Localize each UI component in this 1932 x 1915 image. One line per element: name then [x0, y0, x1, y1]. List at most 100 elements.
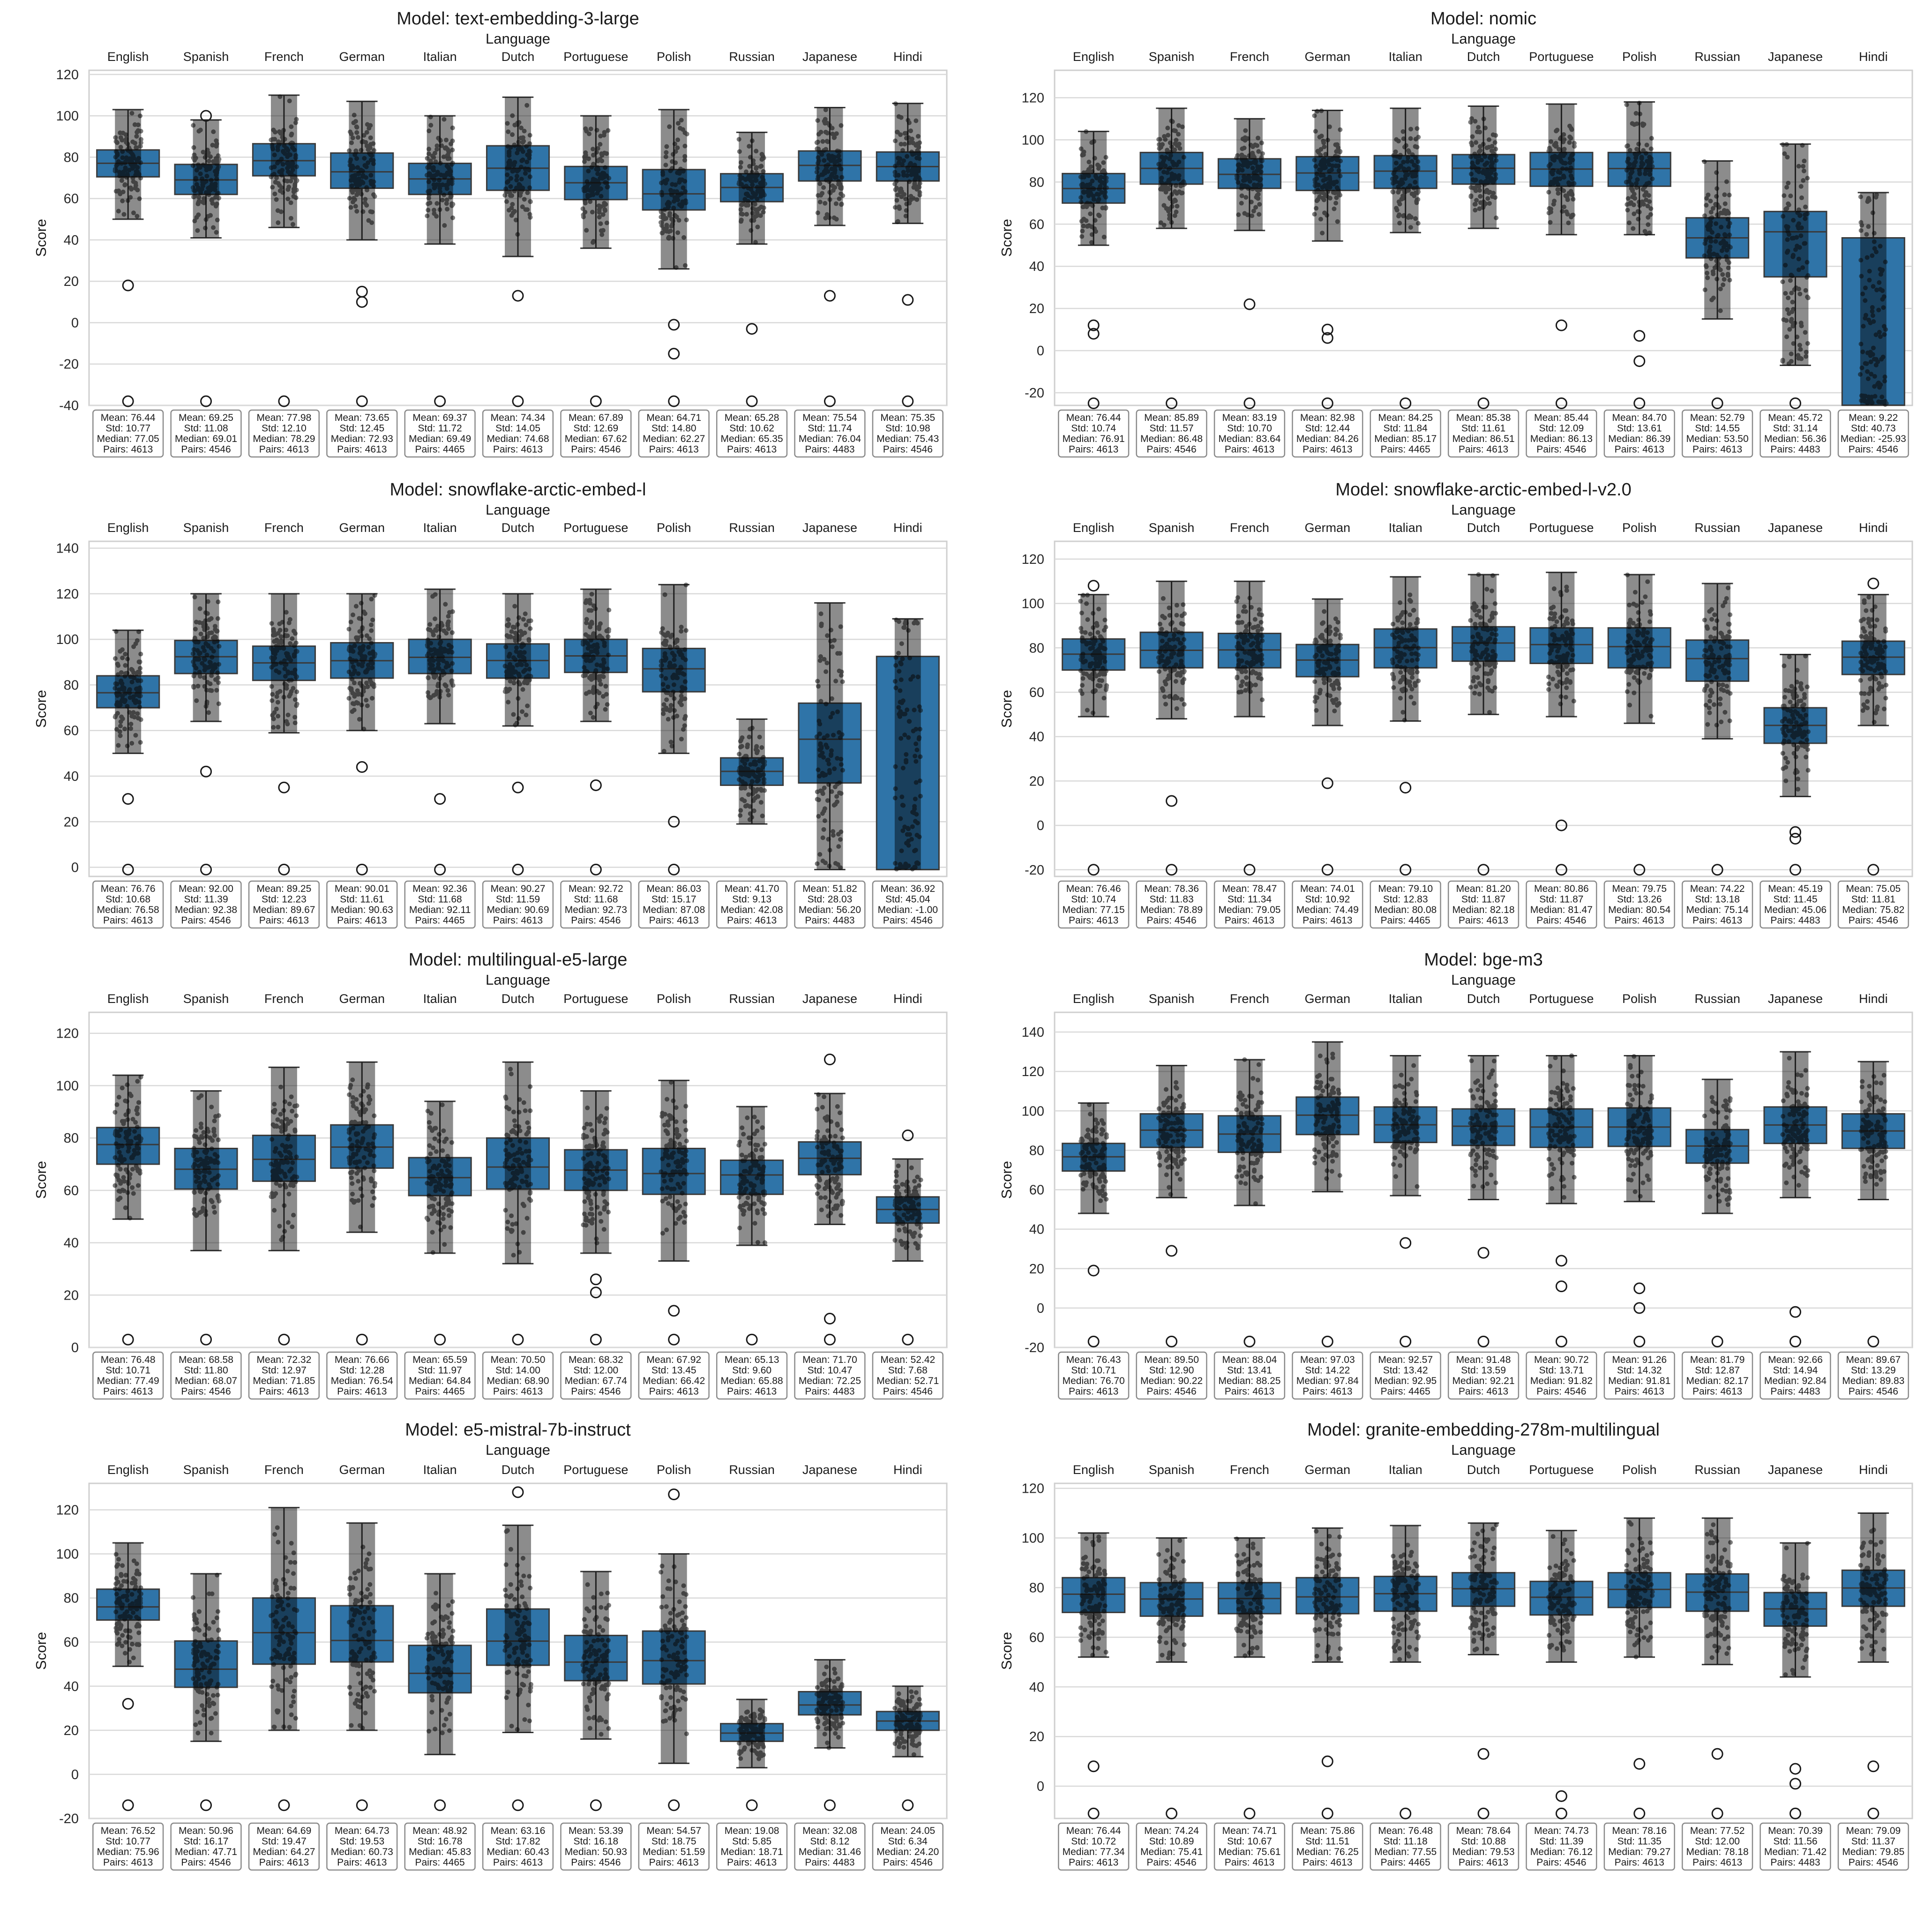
stats-pairs: Pairs: 4613 [103, 915, 153, 926]
stats-pairs-value: 4613 [1328, 444, 1353, 455]
jitter-density [1470, 106, 1497, 229]
y-tick-label: 20 [1029, 301, 1044, 316]
stats-pairs: Pairs: 4546 [1536, 444, 1586, 455]
stats-std: Std: 14.80 [651, 423, 696, 434]
stats-median-label: Median: [876, 434, 912, 444]
stats-mean-label: Mean: [1066, 883, 1093, 894]
jitter-point [195, 162, 201, 167]
stats-mean-value: 83.19 [1250, 412, 1277, 423]
jitter-point [285, 196, 291, 202]
stats-mean-label: Mean: [569, 412, 596, 423]
stats-mean-label: Mean: [101, 883, 128, 894]
stats-pairs-label: Pairs: [571, 444, 596, 455]
stats-std-label: Std: [340, 894, 357, 905]
stats-mean: Mean: 77.98 [257, 412, 312, 423]
stats-mean-value: 41.70 [752, 883, 779, 894]
x-tick-label: Italian [423, 521, 457, 535]
stats-mean: Mean: 92.72 [569, 883, 623, 894]
jitter-point [214, 176, 219, 181]
stats-pairs: Pairs: 4613 [1225, 444, 1274, 455]
x-tick-label: German [339, 50, 385, 64]
jitter-point [119, 161, 124, 166]
stats-std-label: Std: [105, 894, 123, 905]
stats-mean-label: Mean: [412, 412, 440, 423]
x-tick-label: Japanese [802, 50, 857, 64]
jitter-point [122, 182, 127, 187]
stats-pairs-value: 4546 [206, 915, 231, 926]
x-tick-label: Portuguese [563, 50, 628, 64]
stats-pairs-label: Pairs: [1381, 444, 1406, 455]
stats-pairs-value: 4613 [1094, 444, 1119, 455]
stats-median: Median: 92.11 [409, 905, 471, 915]
y-tick-label: 40 [64, 769, 79, 784]
jitter-point [134, 169, 139, 174]
jitter-density [583, 589, 609, 722]
stats-mean-value: 9.22 [1876, 412, 1898, 423]
stats-mean-value: 92.00 [206, 883, 233, 894]
stats-std-value: 11.72 [435, 423, 462, 434]
jitter-point [131, 210, 136, 216]
stats-pairs-label: Pairs: [805, 915, 830, 926]
jitter-point [215, 191, 220, 196]
jitter-point [121, 212, 127, 217]
jitter-point [194, 168, 199, 173]
stats-std-value: 10.62 [747, 423, 774, 434]
y-tick-label: -20 [1025, 386, 1044, 401]
jitter-point [120, 155, 125, 160]
y-tick-label: -20 [1025, 863, 1044, 878]
stats-median-value: -1.00 [913, 905, 938, 915]
jitter-density [1314, 110, 1341, 241]
stats-std: Std: 10.62 [729, 423, 774, 434]
stats-median-value: 67.62 [600, 434, 627, 444]
stats-median-value: 76.04 [834, 434, 861, 444]
stats-std-label: Std: [184, 423, 201, 434]
jitter-point [288, 216, 293, 221]
stats-median-label: Median: [1530, 434, 1565, 444]
stats-pairs-value: 4483 [1796, 444, 1820, 455]
stats-pairs-label: Pairs: [649, 444, 674, 455]
stats-mean: Mean: 76.46 [1066, 883, 1121, 894]
stats-pairs-label: Pairs: [493, 444, 518, 455]
outlier-point [200, 395, 212, 407]
jitter-point [214, 230, 219, 235]
stats-mean-label: Mean: [179, 412, 206, 423]
stats-std: Std: 31.14 [1773, 423, 1818, 434]
stats-median-value: -25.93 [1875, 434, 1906, 444]
stats-mean-label: Mean: [1222, 883, 1250, 894]
stats-median: Median: 86.39 [1608, 434, 1670, 444]
stats-median-label: Median: [175, 434, 210, 444]
stats-mean-value: 77.98 [284, 412, 311, 423]
stats-std: Std: 10.74 [1071, 423, 1116, 434]
stats-median-value: 90.69 [522, 905, 549, 915]
stats-mean-value: 84.70 [1640, 412, 1667, 423]
stats-mean-value: 85.89 [1172, 412, 1199, 423]
stats-median: Median: 56.20 [799, 905, 861, 915]
stats-std-label: Std: [1228, 894, 1245, 905]
stats-median-value: 72.93 [366, 434, 393, 444]
stats-std: Std: 40.73 [1851, 423, 1896, 434]
stats-mean-label: Mean: [569, 883, 596, 894]
jitter-point [138, 160, 143, 165]
stats-pairs-value: 4546 [908, 444, 933, 455]
stats-std: Std: 45.04 [885, 894, 930, 905]
stats-median: Median: 65.35 [721, 434, 783, 444]
stats-mean: Mean: 89.25 [257, 883, 312, 894]
stats-mean: Mean: 85.44 [1534, 412, 1589, 423]
stats-std: Std: 11.72 [418, 423, 462, 434]
jitter-density [739, 719, 765, 824]
stats-mean: Mean: 85.38 [1456, 412, 1511, 423]
jitter-point [214, 170, 219, 175]
stats-std: Std: 12.44 [1305, 423, 1350, 434]
stats-mean-label: Mean: [1144, 412, 1171, 423]
y-tick-label: 40 [1029, 259, 1044, 274]
stats-mean-value: 74.34 [518, 412, 546, 423]
stats-std-value: 13.61 [1634, 423, 1662, 434]
jitter-point [215, 217, 220, 223]
stats-std-label: Std: [573, 423, 591, 434]
stats-std-label: Std: [1149, 894, 1167, 905]
stats-std: Std: 11.59 [496, 894, 540, 905]
jitter-point [195, 185, 201, 190]
x-tick-label: English [1073, 521, 1115, 535]
jitter-point [285, 187, 291, 192]
jitter-point [200, 180, 205, 185]
